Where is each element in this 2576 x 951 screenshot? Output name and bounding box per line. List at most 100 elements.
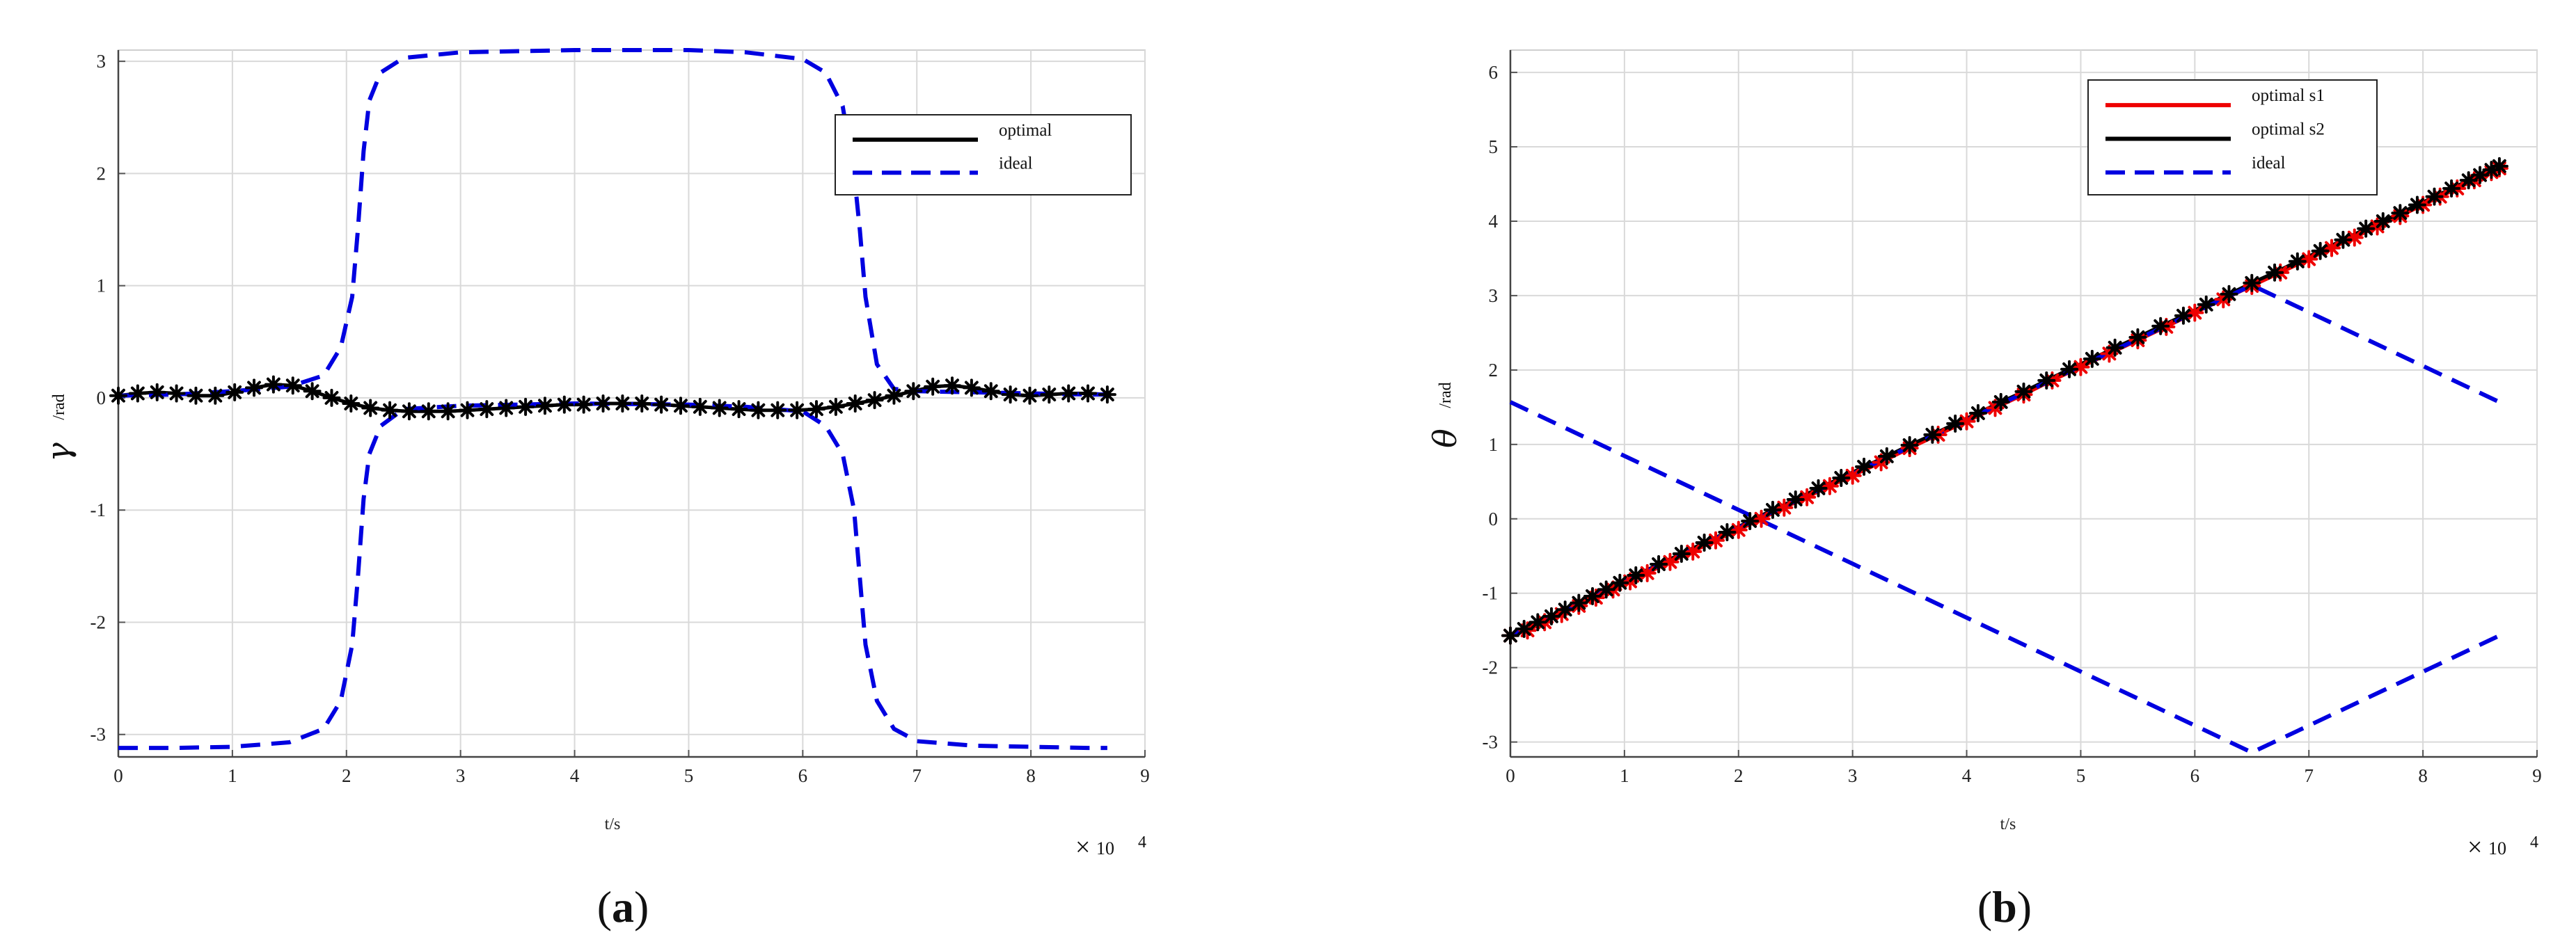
data-point-marker: [516, 397, 535, 416]
data-point-marker: [1638, 564, 1657, 582]
data-point-marker: [497, 399, 516, 417]
data-point-marker: [1752, 509, 1771, 528]
data-point-marker: [206, 386, 225, 405]
data-point-marker: [381, 401, 400, 419]
data-point-marker: [1729, 520, 1748, 539]
data-point-marker: [2425, 187, 2444, 206]
data-point-marker: [2220, 285, 2238, 303]
series-line-ideal: [118, 48, 1107, 398]
x-axis-multiplier-exponent: 4: [1138, 833, 1146, 852]
y-tick-label: 0: [97, 387, 106, 408]
y-tick-label: 3: [97, 51, 106, 72]
data-point-marker: [1570, 593, 1588, 612]
data-point-marker: [2060, 360, 2079, 378]
data-point-marker: [2357, 219, 2376, 238]
legend: optimal ideal: [835, 114, 1132, 195]
x-tick-label: 0: [1506, 765, 1515, 786]
data-point-marker: [1798, 488, 1817, 506]
panel-label-b: (b): [1977, 882, 2032, 932]
data-point-marker: [2243, 273, 2261, 292]
data-point-marker: [594, 394, 613, 413]
data-point-marker: [710, 399, 729, 417]
data-point-marker: [652, 395, 671, 414]
y-tick-label: -1: [90, 500, 106, 520]
data-point-marker: [846, 394, 864, 413]
x-tick-label: 9: [2532, 765, 2542, 786]
data-point-marker: [2408, 195, 2426, 214]
data-point-marker: [2391, 204, 2410, 223]
y-tick-label: 3: [1489, 285, 1499, 306]
data-point-marker: [2266, 263, 2284, 282]
data-point-marker: [1832, 468, 1851, 487]
data-point-marker: [2083, 349, 2101, 368]
data-point-marker: [419, 402, 438, 421]
data-point-marker: [981, 382, 1000, 401]
data-point-marker: [1820, 477, 1839, 495]
data-point-marker: [788, 401, 807, 419]
y-tick-label: 5: [1489, 136, 1499, 157]
x-tick-label: 4: [570, 765, 580, 786]
x-tick-label: 8: [1026, 765, 1036, 786]
data-point-marker: [458, 401, 477, 419]
data-point-marker: [438, 402, 457, 421]
data-point-marker: [226, 383, 244, 401]
data-point-marker: [1809, 479, 1828, 497]
data-point-marker: [768, 401, 787, 419]
data-point-marker: [2471, 166, 2490, 184]
data-point-marker: [2311, 241, 2330, 260]
y-tick-label: 6: [1489, 62, 1499, 83]
data-point-marker: [342, 394, 361, 413]
x-tick-label: 3: [456, 765, 466, 786]
data-point-marker: [1786, 490, 1805, 509]
data-point-marker: [2197, 295, 2215, 314]
y-axis-label: θ: [1426, 429, 1464, 448]
y-tick-label: -3: [90, 724, 106, 745]
data-point-marker: [826, 397, 845, 416]
data-point-marker: [904, 382, 923, 401]
data-point-marker: [1672, 545, 1691, 564]
data-point-marker: [1515, 620, 1533, 639]
x-tick-label: 8: [2418, 765, 2428, 786]
x-tick-label: 1: [1620, 765, 1629, 786]
x-tick-label: 1: [228, 765, 237, 786]
data-point-marker: [962, 378, 981, 397]
data-point-marker: [2014, 382, 2033, 401]
x-tick-label: 7: [2304, 765, 2314, 786]
x-tick-label: 7: [912, 765, 922, 786]
data-point-marker: [555, 395, 574, 414]
data-point-marker: [128, 384, 147, 403]
x-axis-multiplier: ×: [1075, 833, 1090, 862]
data-point-marker: [1957, 412, 1976, 431]
legend-label: ideal: [2252, 154, 2286, 173]
data-point-marker: [1650, 555, 1668, 574]
data-point-marker: [1923, 425, 1942, 444]
y-tick-label: -2: [90, 612, 106, 632]
x-tick-label: 0: [113, 765, 123, 786]
data-point-marker: [1597, 580, 1615, 599]
data-point-marker: [865, 391, 884, 410]
y-tick-label: -1: [1483, 583, 1499, 604]
data-point-marker: [1763, 500, 1782, 519]
legend-label: optimal s1: [2252, 86, 2325, 105]
data-point-marker: [690, 397, 709, 416]
x-tick-label: 5: [684, 765, 694, 786]
series-line-optimal: [118, 383, 1108, 413]
panel-letter-b: b: [1992, 882, 2017, 932]
data-point-marker: [2482, 161, 2501, 179]
data-point-marker: [613, 394, 632, 413]
data-point-marker: [245, 378, 264, 397]
data-point-marker: [2345, 228, 2364, 247]
x-tick-label: 5: [2076, 765, 2086, 786]
data-point-marker: [167, 384, 186, 403]
legend-label: ideal: [999, 154, 1033, 173]
x-axis-multiplier-exponent: 4: [2530, 833, 2538, 852]
data-point-marker: [2105, 338, 2124, 357]
data-point-marker: [924, 377, 942, 396]
x-axis-label: t/s: [2000, 815, 2016, 833]
data-point-marker: [1900, 435, 1919, 454]
data-point-marker: [729, 400, 748, 419]
data-point-marker: [2334, 230, 2353, 249]
data-point-marker: [574, 395, 593, 414]
data-point-marker: [2300, 250, 2318, 269]
